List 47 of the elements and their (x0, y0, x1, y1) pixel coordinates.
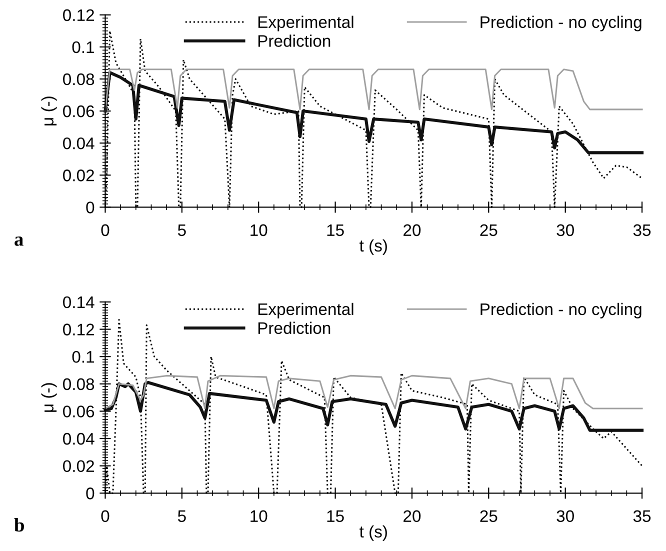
x-tick-label: 15 (327, 510, 344, 522)
x-tick-label: 35 (633, 510, 651, 522)
y-tick-label: 0.02 (63, 460, 94, 472)
legend-label: Prediction (258, 34, 330, 47)
x-tick-label: 30 (556, 224, 574, 236)
x-tick-label: 5 (178, 510, 186, 522)
y-tick-label: 0.04 (63, 137, 94, 150)
text: b (14, 518, 24, 532)
y-tick-label: 0.1 (72, 350, 94, 363)
y-axis-title: μ (-) (41, 383, 57, 412)
legend-label: Prediction - no cycling (480, 302, 642, 318)
x-tick-label: 0 (101, 510, 110, 522)
text: a (14, 236, 24, 246)
y-tick-label: 0 (86, 202, 94, 214)
x-tick-label: 25 (480, 224, 498, 236)
y-tick-label: 0.12 (63, 9, 94, 22)
line-series (104, 71, 644, 154)
line-series (104, 68, 643, 112)
x-tick-label: 20 (404, 510, 421, 522)
y-tick-label: 0.06 (63, 105, 94, 118)
y-tick-label: 0.12 (63, 324, 94, 336)
x-tick-label: 5 (178, 224, 186, 236)
y-tick-label: 0 (86, 488, 94, 500)
line-series (104, 374, 643, 410)
y-tick-label: 0.1 (72, 41, 94, 54)
x-tick-label: 10 (250, 510, 268, 522)
legend-label: Prediction - no cycling (480, 16, 642, 32)
y-tick-label: 0.14 (63, 296, 94, 308)
x-tick-label: 15 (327, 224, 344, 236)
legend-label: Experimental (258, 16, 354, 32)
x-axis-title: t (s) (360, 239, 387, 255)
x-tick-label: 20 (404, 224, 421, 236)
y-tick-label: 0.08 (63, 73, 94, 86)
y-tick-label: 0.02 (63, 170, 94, 182)
x-tick-label: 35 (633, 224, 651, 236)
x-tick-label: 10 (250, 224, 268, 236)
legend-label: Experimental (258, 302, 354, 318)
legend-label: Prediction (258, 322, 330, 334)
x-tick-label: 0 (101, 224, 110, 236)
line-series (104, 380, 644, 432)
x-tick-label: 25 (480, 510, 498, 522)
y-tick-label: 0.06 (63, 406, 94, 418)
y-tick-label: 0.04 (63, 432, 94, 445)
y-axis-title: μ (-) (41, 96, 57, 126)
y-tick-label: 0.08 (63, 378, 94, 390)
x-tick-label: 30 (556, 510, 574, 522)
x-axis-title: t (s) (360, 525, 387, 541)
